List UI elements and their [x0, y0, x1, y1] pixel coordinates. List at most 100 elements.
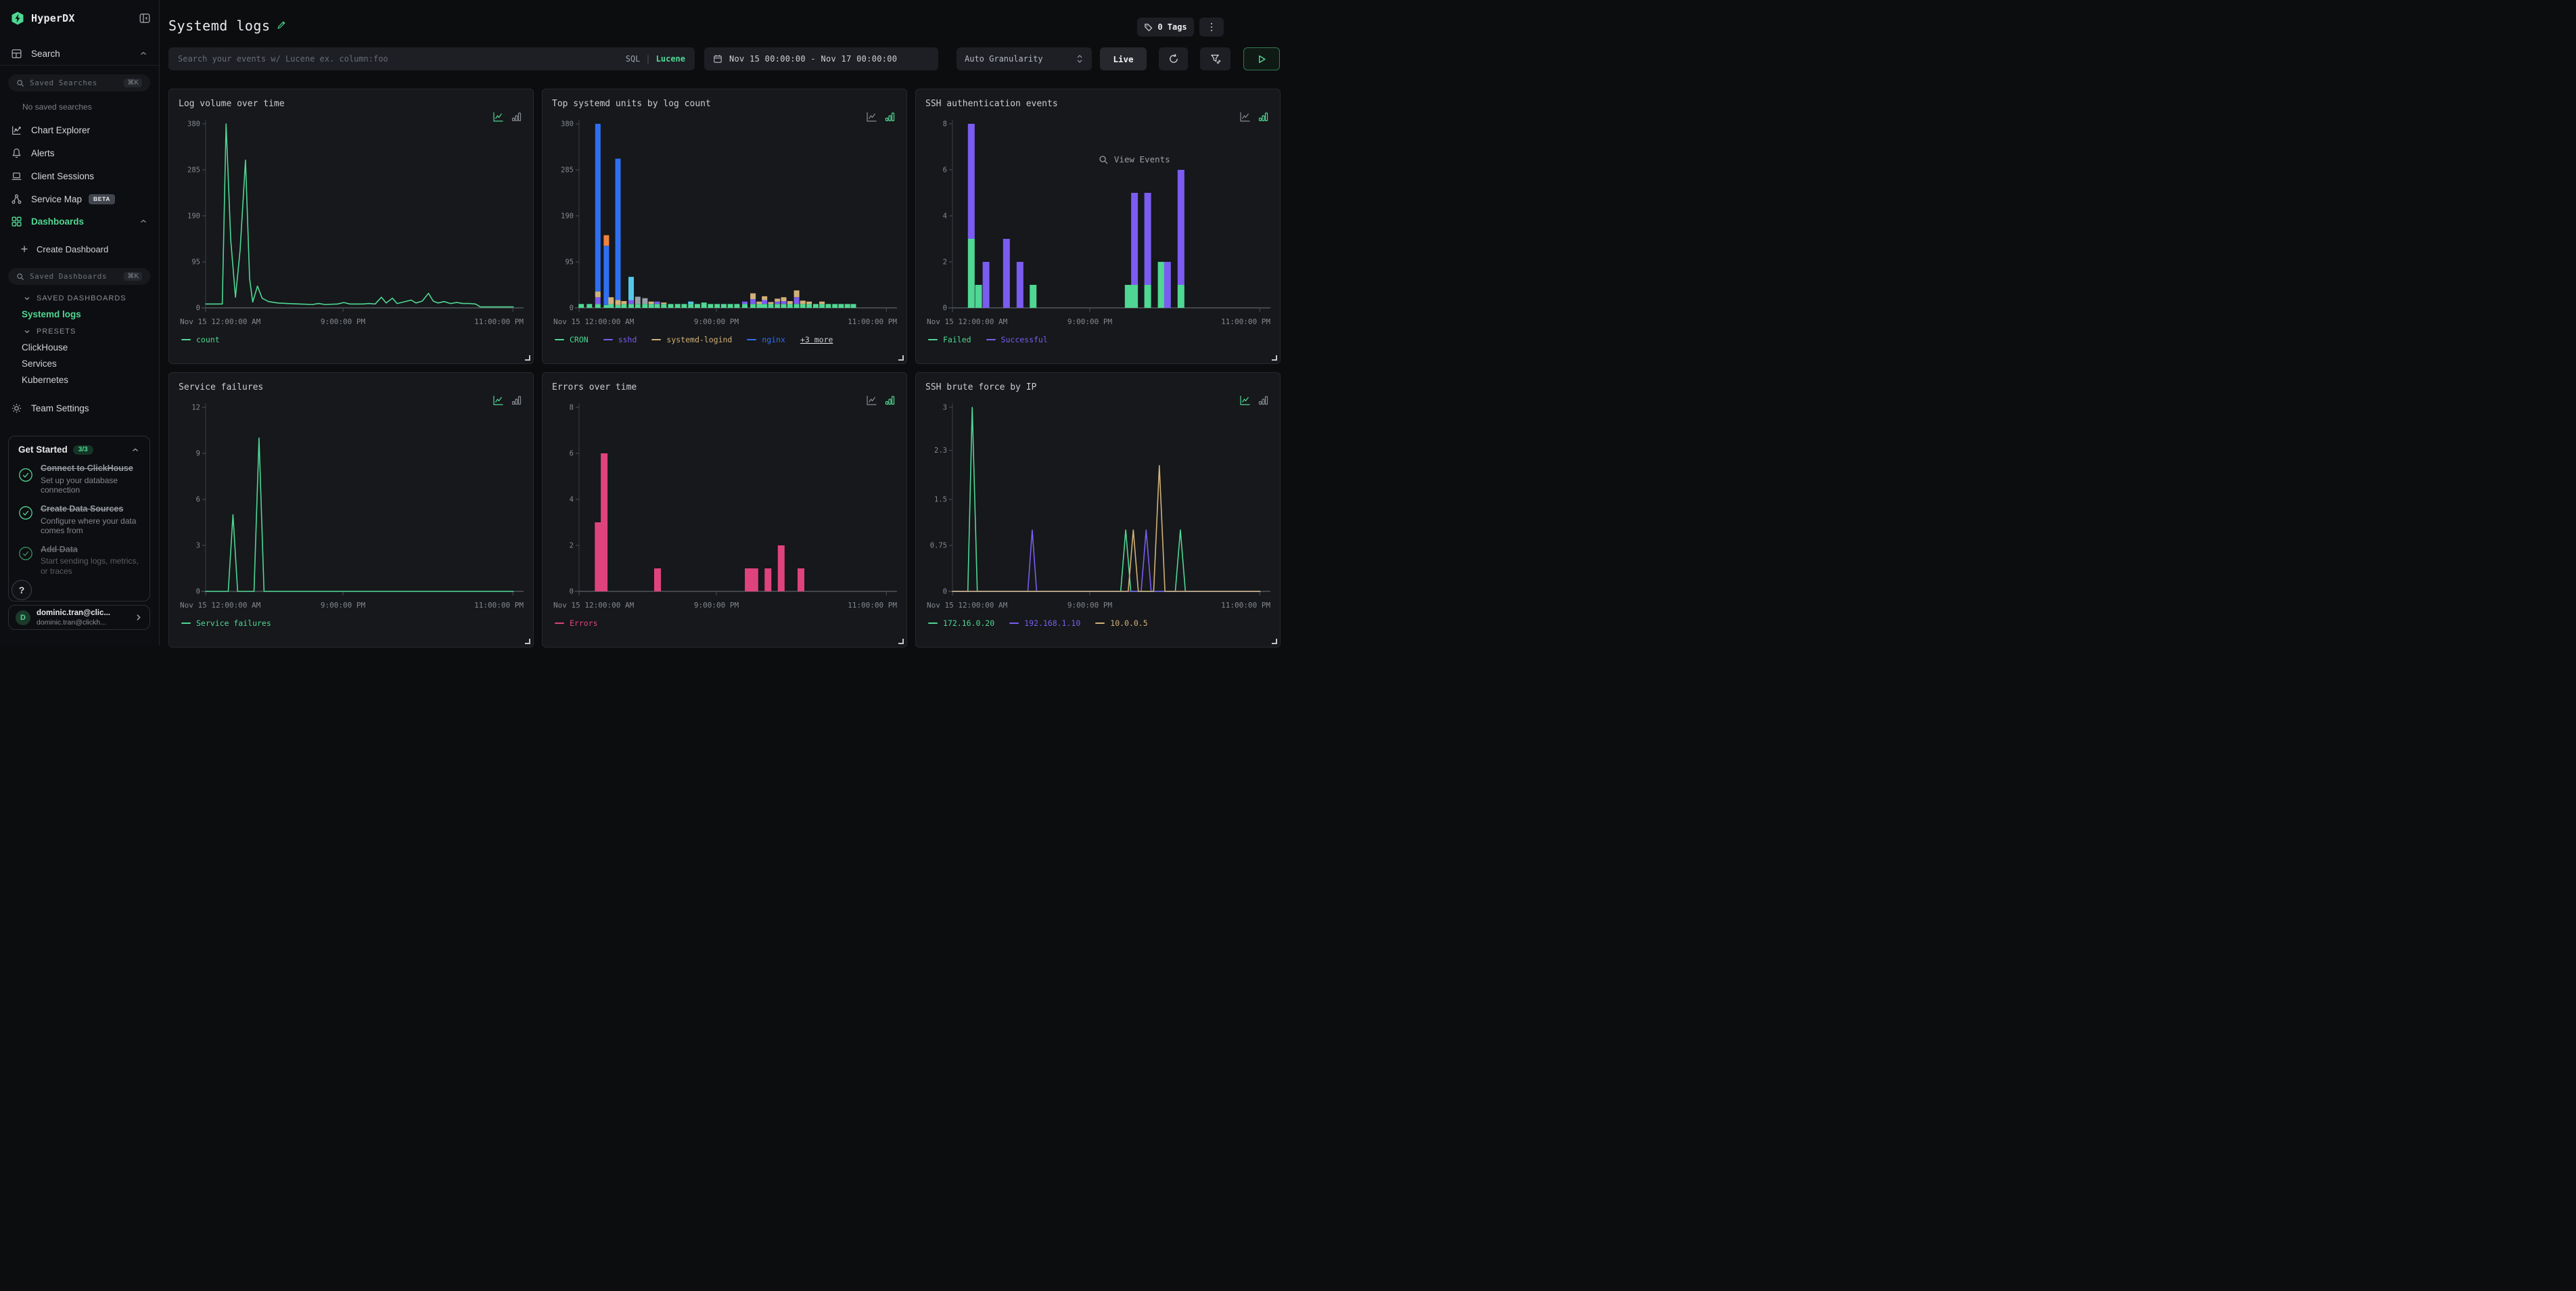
resize-handle[interactable] — [1272, 355, 1277, 361]
sidebar-item-systemd-logs[interactable]: Systemd logs — [22, 309, 81, 319]
svg-text:2.3: 2.3 — [934, 447, 947, 455]
legend-item[interactable]: Errors — [555, 618, 598, 628]
get-started-step[interactable]: Create Data Sources Configure where your… — [18, 504, 140, 536]
legend-item[interactable]: 172.16.0.20 — [928, 618, 994, 628]
chart-legend: Errors — [555, 618, 897, 628]
line-chart-mode-icon[interactable] — [492, 394, 504, 406]
svg-text:9:00:00 PM: 9:00:00 PM — [694, 317, 739, 326]
sql-toggle[interactable]: SQL — [626, 54, 641, 64]
chart-panel-service-failures: Service failures 036912Nov 15 12:00:00 A… — [168, 372, 534, 648]
bar-chart-mode-icon[interactable] — [511, 111, 522, 122]
line-chart-mode-icon[interactable] — [866, 111, 877, 122]
saved-dashboards-input[interactable]: Saved Dashboards ⌘K — [8, 268, 150, 285]
resize-handle[interactable] — [525, 639, 530, 644]
resize-handle[interactable] — [898, 639, 904, 644]
plus-icon — [20, 245, 28, 253]
bar-chart-mode-icon[interactable] — [884, 394, 896, 406]
sidebar-item-services[interactable]: Services — [22, 359, 57, 369]
live-button[interactable]: Live — [1100, 47, 1147, 70]
presets-header[interactable]: PRESETS — [23, 327, 76, 336]
svg-text:3: 3 — [196, 542, 200, 550]
legend-item[interactable]: Successful — [986, 335, 1048, 344]
line-chart-mode-icon[interactable] — [1239, 394, 1251, 406]
legend-item[interactable]: sshd — [603, 335, 637, 344]
line-chart-mode-icon[interactable] — [492, 111, 504, 122]
view-events-button[interactable]: View Events — [1099, 154, 1170, 164]
legend-item[interactable]: systemd-logind — [651, 335, 732, 344]
line-chart-mode-icon[interactable] — [1239, 111, 1251, 122]
bell-icon — [11, 148, 22, 159]
chart-title: Errors over time — [552, 382, 897, 392]
collapse-sidebar-icon[interactable] — [139, 12, 151, 24]
get-started-step[interactable]: Add Data Start sending logs, metrics, or… — [18, 545, 140, 576]
sidebar-item-kubernetes[interactable]: Kubernetes — [22, 375, 68, 385]
chart-plot: 02468Nov 15 12:00:00 AM9:00:00 PM11:00:0… — [552, 398, 898, 616]
svg-text:11:00:00 PM: 11:00:00 PM — [1221, 601, 1270, 610]
gear-icon — [11, 403, 22, 414]
user-menu[interactable]: D dominic.tran@clic... dominic.tran@clic… — [8, 605, 150, 630]
legend-item[interactable]: count — [181, 335, 220, 344]
event-search-input[interactable]: Search your events w/ Lucene ex. column:… — [168, 47, 695, 70]
divider — [0, 65, 160, 66]
sidebar-item-dashboards[interactable]: Dashboards — [0, 212, 159, 231]
sidebar-item-clickhouse[interactable]: ClickHouse — [22, 342, 68, 353]
svg-text:0.75: 0.75 — [930, 542, 947, 550]
granularity-value: Auto Granularity — [965, 54, 1043, 64]
search-icon — [16, 79, 24, 87]
legend-swatch — [181, 622, 191, 624]
svg-text:95: 95 — [191, 258, 200, 267]
legend-item[interactable]: 192.168.1.10 — [1009, 618, 1080, 628]
sidebar-item-service-map[interactable]: Service Map BETA — [0, 189, 159, 208]
legend-item[interactable]: Service failures — [181, 618, 271, 628]
legend-item[interactable]: nginx — [747, 335, 785, 344]
saved-dashboards-header[interactable]: SAVED DASHBOARDS — [23, 294, 127, 302]
svg-text:285: 285 — [187, 166, 200, 175]
more-options-button[interactable] — [1199, 18, 1224, 37]
svg-text:6: 6 — [943, 166, 947, 175]
sidebar: HyperDX Search Saved Searches ⌘K No save… — [0, 0, 160, 646]
legend-item[interactable]: CRON — [555, 335, 589, 344]
sidebar-item-search[interactable]: Search — [0, 44, 159, 63]
get-started-step[interactable]: Connect to ClickHouse Set up your databa… — [18, 463, 140, 495]
chart-plot: 00.751.52.33Nov 15 12:00:00 AM9:00:00 PM… — [925, 398, 1272, 616]
granularity-select[interactable]: Auto Granularity — [957, 47, 1092, 70]
legend-item[interactable]: Failed — [928, 335, 971, 344]
get-started-title: Get Started — [18, 445, 68, 455]
saved-searches-input[interactable]: Saved Searches ⌘K — [8, 74, 150, 91]
chart-panel-errors: Errors over time 02468Nov 15 12:00:00 AM… — [542, 372, 907, 648]
svg-text:9:00:00 PM: 9:00:00 PM — [1067, 317, 1113, 326]
bar-chart-mode-icon[interactable] — [511, 394, 522, 406]
resize-handle[interactable] — [898, 355, 904, 361]
play-icon — [1258, 55, 1266, 64]
run-query-button[interactable] — [1243, 47, 1280, 70]
chevron-up-icon[interactable] — [131, 445, 140, 455]
shortcut-badge: ⌘K — [124, 272, 142, 281]
date-range-picker[interactable]: Nov 15 00:00:00 - Nov 17 00:00:00 — [704, 47, 938, 70]
bar-chart-mode-icon[interactable] — [1258, 394, 1269, 406]
lucene-toggle[interactable]: Lucene — [656, 54, 685, 64]
legend-item[interactable]: +3 more — [800, 335, 833, 344]
refresh-button[interactable] — [1159, 47, 1188, 70]
filter-button[interactable] — [1200, 47, 1230, 70]
sidebar-item-client-sessions[interactable]: Client Sessions — [0, 166, 159, 185]
create-dashboard-button[interactable]: Create Dashboard — [0, 240, 159, 258]
svg-text:6: 6 — [570, 450, 574, 458]
search-section-icon — [11, 48, 22, 60]
brand: HyperDX — [11, 9, 151, 27]
tags-button[interactable]: 0 Tags — [1137, 18, 1194, 37]
line-chart-mode-icon[interactable] — [866, 394, 877, 406]
search-icon — [16, 273, 24, 281]
help-button[interactable]: ? — [12, 580, 32, 600]
chart-legend: Service failures — [181, 618, 524, 628]
resize-handle[interactable] — [1272, 639, 1277, 644]
legend-swatch — [1095, 622, 1105, 624]
sidebar-item-alerts[interactable]: Alerts — [0, 143, 159, 162]
resize-handle[interactable] — [525, 355, 530, 361]
legend-item[interactable]: 10.0.0.5 — [1095, 618, 1147, 628]
edit-title-pencil-icon[interactable] — [276, 20, 287, 30]
bar-chart-mode-icon[interactable] — [1258, 111, 1269, 122]
sidebar-item-team-settings[interactable]: Team Settings — [0, 399, 159, 417]
sidebar-item-chart-explorer[interactable]: Chart Explorer — [0, 120, 159, 139]
svg-text:4: 4 — [943, 212, 947, 221]
bar-chart-mode-icon[interactable] — [884, 111, 896, 122]
